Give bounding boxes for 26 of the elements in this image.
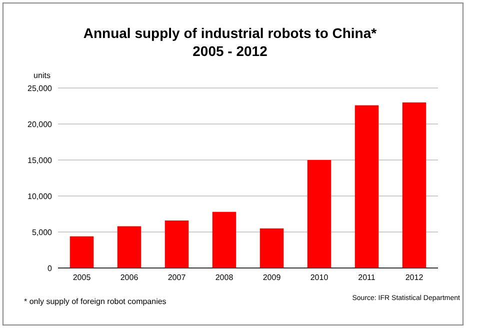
- x-tick-label: 2012: [405, 273, 424, 282]
- x-tick-label: 2008: [215, 273, 234, 282]
- x-tick-label: 2009: [262, 273, 282, 282]
- y-tick-label: 20,000: [28, 120, 53, 129]
- x-tick-label: 2010: [310, 273, 329, 282]
- y-tick-label: 25,000: [28, 84, 53, 93]
- x-tick-label: 2011: [358, 273, 376, 282]
- bar: [354, 105, 379, 268]
- text: * only supply of foreign robot companies: [24, 297, 166, 306]
- bar: [402, 102, 426, 268]
- chart-title: Annual supply of industrial robots to China*: [83, 25, 378, 41]
- x-tick-label: 2005: [72, 273, 92, 282]
- y-tick-label: 15,000: [28, 156, 53, 165]
- y-tick-label: 0: [48, 264, 53, 273]
- chart-subtitle: 2005 - 2012: [192, 43, 268, 59]
- bar: [70, 236, 94, 268]
- y-tick-label: 10,000: [28, 192, 53, 201]
- bar: [117, 226, 142, 268]
- bar: [164, 220, 189, 268]
- y-axis-title: units: [34, 71, 50, 80]
- x-tick-label: 2006: [120, 273, 139, 282]
- bar: [212, 212, 236, 268]
- bar: [307, 160, 332, 268]
- y-tick-label: 5,000: [32, 228, 53, 237]
- x-tick-label: 2007: [168, 273, 186, 282]
- bar: [260, 228, 284, 268]
